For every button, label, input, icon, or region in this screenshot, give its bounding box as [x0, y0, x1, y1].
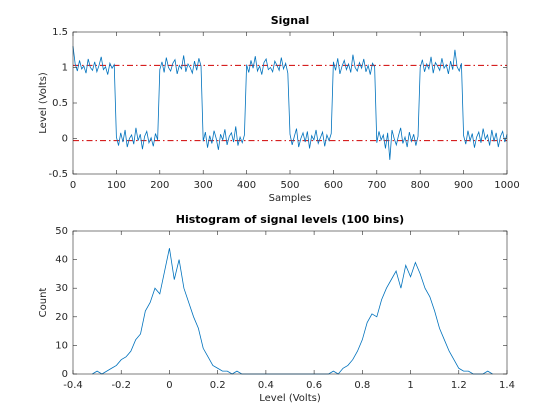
- x-tick-label: -0.4: [63, 380, 83, 391]
- y-tick-label: 40: [55, 255, 68, 266]
- y-axis-label: Level (Volts): [38, 72, 49, 134]
- x-tick-label: 100: [107, 180, 126, 191]
- x-tick-label: 1000: [494, 180, 519, 191]
- x-tick-label: 0.4: [258, 380, 274, 391]
- axes-box: [72, 230, 508, 375]
- x-tick-label: 1: [407, 380, 413, 391]
- x-tick-label: -0.2: [111, 380, 131, 391]
- x-axis-label: Samples: [269, 193, 312, 204]
- y-tick-label: 0.5: [52, 98, 68, 109]
- x-tick-label: 1.2: [451, 380, 467, 391]
- chart-title: Histogram of signal levels (100 bins): [176, 213, 404, 226]
- x-tick-label: 600: [324, 180, 343, 191]
- x-tick-label: 300: [194, 180, 213, 191]
- y-tick-label: 1.5: [52, 27, 68, 38]
- plot-area: [73, 32, 507, 174]
- x-tick-label: 800: [411, 180, 430, 191]
- x-tick-label: 0.8: [354, 380, 370, 391]
- data-line: [72, 46, 508, 160]
- x-tick-label: 400: [237, 180, 256, 191]
- x-tick-label: 900: [454, 180, 473, 191]
- x-tick-label: 500: [280, 180, 299, 191]
- x-tick-label: 1.4: [499, 380, 515, 391]
- x-tick-label: 0.2: [210, 380, 226, 391]
- x-tick-label: 700: [367, 180, 386, 191]
- y-tick-label: -0.5: [48, 169, 68, 180]
- y-tick-label: 0: [62, 134, 68, 145]
- y-tick-label: 1: [62, 63, 68, 74]
- y-tick-label: 50: [55, 226, 68, 237]
- chart-title: Signal: [271, 14, 310, 27]
- x-axis-label: Level (Volts): [259, 393, 321, 404]
- plot-area: [73, 231, 507, 374]
- y-tick-label: 20: [55, 312, 68, 323]
- y-tick-label: 10: [55, 340, 68, 351]
- y-axis-label: Count: [38, 288, 49, 318]
- x-tick-label: 0.6: [306, 380, 322, 391]
- x-tick-label: 0: [70, 180, 76, 191]
- y-tick-label: 30: [55, 283, 68, 294]
- x-tick-label: 0: [166, 380, 172, 391]
- x-tick-label: 200: [150, 180, 169, 191]
- y-tick-label: 0: [62, 369, 68, 380]
